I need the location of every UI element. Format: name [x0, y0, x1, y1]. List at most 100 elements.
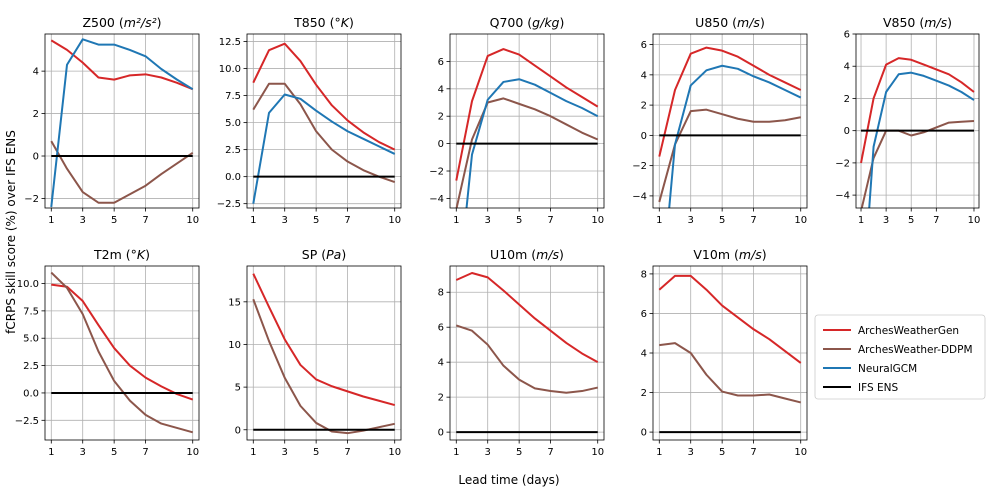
legend-item-archesweathergen: ArchesWeatherGen: [823, 325, 959, 337]
x-tick-label: 5: [313, 447, 319, 458]
series-u850: [658, 46, 802, 208]
y-tick-label: 6: [438, 57, 444, 68]
series-u10m: [455, 271, 599, 434]
x-tick-label: 7: [142, 215, 148, 226]
y-tick-label: 2: [844, 94, 850, 105]
y-tick-label: −2: [835, 158, 850, 169]
x-tick-label: 3: [485, 447, 491, 458]
x-tick-label: 10: [591, 447, 604, 458]
axes-frame: [652, 33, 808, 209]
y-tick-label: 0.0: [23, 388, 39, 399]
y-tick-label: 4: [438, 84, 444, 95]
series-v10m: [658, 274, 802, 434]
x-tick-label: 7: [344, 447, 350, 458]
y-tick-label: 6: [844, 30, 850, 41]
series-line-archesweathergen: [658, 46, 802, 157]
x-tick-label: 1: [48, 447, 54, 458]
chart-title: T850 (°K): [293, 15, 354, 30]
y-tick-label: 0: [641, 131, 647, 142]
y-tick-label: −2.5: [217, 199, 241, 210]
series-line-archesweather-ddpm: [455, 324, 598, 394]
y-tick-label: 8: [438, 288, 444, 299]
y-tick-label: 0: [641, 428, 647, 439]
x-tick-label: 1: [656, 215, 662, 226]
series-line-archesweather-ddpm: [50, 271, 193, 434]
legend-label: ArchesWeather-DDPM: [858, 344, 973, 356]
panel-v10m: 1 3 5 7 10 0 2 4 6 8 V10m (m/s): [641, 247, 808, 458]
panel-sp: 1 3 5 7 10 0 5 10 15 SP (Pa): [228, 247, 402, 458]
y-tick-label: 2.5: [225, 145, 241, 156]
grid-v10m: [653, 266, 807, 440]
y-tick-label: 5: [235, 383, 241, 394]
chart-title: U10m (m/s): [490, 247, 564, 262]
series-v850: [860, 57, 975, 208]
y-tick-label: 10.0: [17, 279, 39, 290]
series-line-archesweather-ddpm: [659, 342, 801, 404]
grid-t850: [247, 34, 401, 208]
series-line-archesweathergen: [860, 57, 975, 164]
axes-frame: [449, 33, 605, 209]
x-tick-label: 3: [282, 447, 288, 458]
x-tick-label: 10: [186, 215, 199, 226]
grid-t2m: [45, 266, 199, 440]
y-tick-label: 0: [844, 126, 850, 137]
legend-item-archesweather-ddpm: ArchesWeather-DDPM: [823, 344, 973, 356]
series-line-neuralgcm: [252, 93, 396, 204]
y-tick-label: 6: [438, 323, 444, 334]
y-tick-label: 0: [438, 428, 444, 439]
y-tick-label: 2: [438, 112, 444, 123]
series-line-neuralgcm: [465, 78, 599, 208]
x-tick-label: 7: [547, 215, 553, 226]
x-tick-label: 10: [186, 447, 199, 458]
x-tick-label: 7: [933, 215, 939, 226]
x-tick-label: 7: [142, 447, 148, 458]
x-tick-label: 5: [111, 447, 117, 458]
x-tick-label: 1: [453, 447, 459, 458]
series-line-neuralgcm: [868, 71, 975, 208]
y-tick-label: 15: [228, 297, 241, 308]
x-tick-label: 5: [719, 215, 725, 226]
axes-frame: [246, 265, 402, 441]
x-tick-label: 7: [750, 215, 756, 226]
series-line-archesweathergen: [50, 39, 194, 91]
axes-frame: [246, 33, 402, 209]
x-tick-label: 3: [883, 215, 889, 226]
series-line-archesweather-ddpm: [455, 97, 599, 208]
x-tick-label: 10: [794, 447, 807, 458]
y-tick-label: −2: [24, 194, 39, 205]
y-tick-label: −2: [429, 167, 444, 178]
legend-label: NeuralGCM: [858, 363, 917, 375]
series-line-neuralgcm: [50, 38, 194, 208]
x-tick-label: 7: [547, 447, 553, 458]
x-tick-label: 1: [453, 215, 459, 226]
y-tick-label: 2: [438, 393, 444, 404]
legend-label: IFS ENS: [858, 382, 898, 394]
y-tick-label: 0.0: [225, 172, 241, 183]
legend-frame: [814, 314, 986, 400]
series-line-archesweathergen: [51, 283, 194, 401]
panel-t850: 1 3 5 7 10 −2.5 0.0 2.5 5.0 7.5 10.0 12.5 T850 (°K): [217, 15, 402, 226]
x-tick-label: 10: [388, 447, 401, 458]
series-line-archesweathergen: [252, 273, 395, 406]
x-tick-label: 5: [908, 215, 914, 226]
series-line-archesweather-ddpm: [860, 120, 975, 208]
series-t850: [252, 42, 396, 204]
x-tick-label: 1: [250, 215, 256, 226]
x-tick-label: 5: [516, 447, 522, 458]
chart-title: SP (Pa): [302, 247, 346, 262]
figure-xlabel: Lead time (days): [458, 473, 559, 487]
axes-frame: [44, 265, 200, 441]
chart-title: Q700 (g/kg): [490, 15, 565, 30]
series-line-archesweathergen: [455, 271, 599, 364]
y-tick-label: 4: [844, 62, 850, 73]
y-tick-label: 0: [438, 139, 444, 150]
series-line-archesweather-ddpm: [658, 108, 801, 203]
x-tick-label: 5: [313, 215, 319, 226]
chart-title: V850 (m/s): [883, 15, 952, 30]
x-tick-label: 1: [48, 215, 54, 226]
x-tick-label: 10: [794, 215, 807, 226]
chart-title: Z500 (m²/s²): [82, 15, 161, 30]
series-z500: [50, 38, 194, 208]
series-line-archesweathergen: [252, 42, 396, 151]
